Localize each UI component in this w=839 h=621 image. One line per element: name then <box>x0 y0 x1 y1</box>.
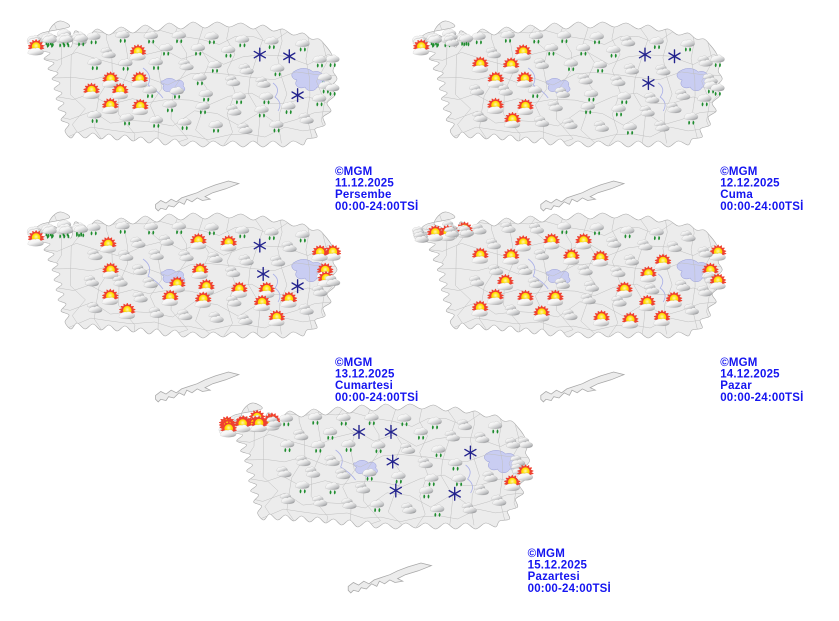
svg-text:©MGM: ©MGM <box>528 548 565 560</box>
svg-text:00:00-24:00TSİ: 00:00-24:00TSİ <box>335 391 418 404</box>
svg-text:15.12.2025: 15.12.2025 <box>528 560 588 572</box>
svg-text:©MGM: ©MGM <box>720 166 757 178</box>
svg-text:00:00-24:00TSİ: 00:00-24:00TSİ <box>720 391 803 404</box>
svg-text:©MGM: ©MGM <box>335 357 372 369</box>
svg-text:11.12.2025: 11.12.2025 <box>335 178 394 190</box>
svg-text:Cumartesi: Cumartesi <box>335 380 393 392</box>
svg-text:Persembe: Persembe <box>335 189 392 201</box>
svg-text:00:00-24:00TSİ: 00:00-24:00TSİ <box>335 200 418 213</box>
svg-text:©MGM: ©MGM <box>720 357 757 369</box>
svg-text:00:00-24:00TSİ: 00:00-24:00TSİ <box>528 582 611 595</box>
svg-text:14.12.2025: 14.12.2025 <box>720 369 780 381</box>
svg-text:Cuma: Cuma <box>720 189 753 201</box>
svg-text:©MGM: ©MGM <box>335 166 372 178</box>
svg-text:12.12.2025: 12.12.2025 <box>720 178 780 190</box>
svg-text:Pazar: Pazar <box>720 380 752 392</box>
svg-text:Pazartesi: Pazartesi <box>528 571 580 583</box>
svg-text:13.12.2025: 13.12.2025 <box>335 369 395 381</box>
svg-text:00:00-24:00TSİ: 00:00-24:00TSİ <box>720 200 803 213</box>
